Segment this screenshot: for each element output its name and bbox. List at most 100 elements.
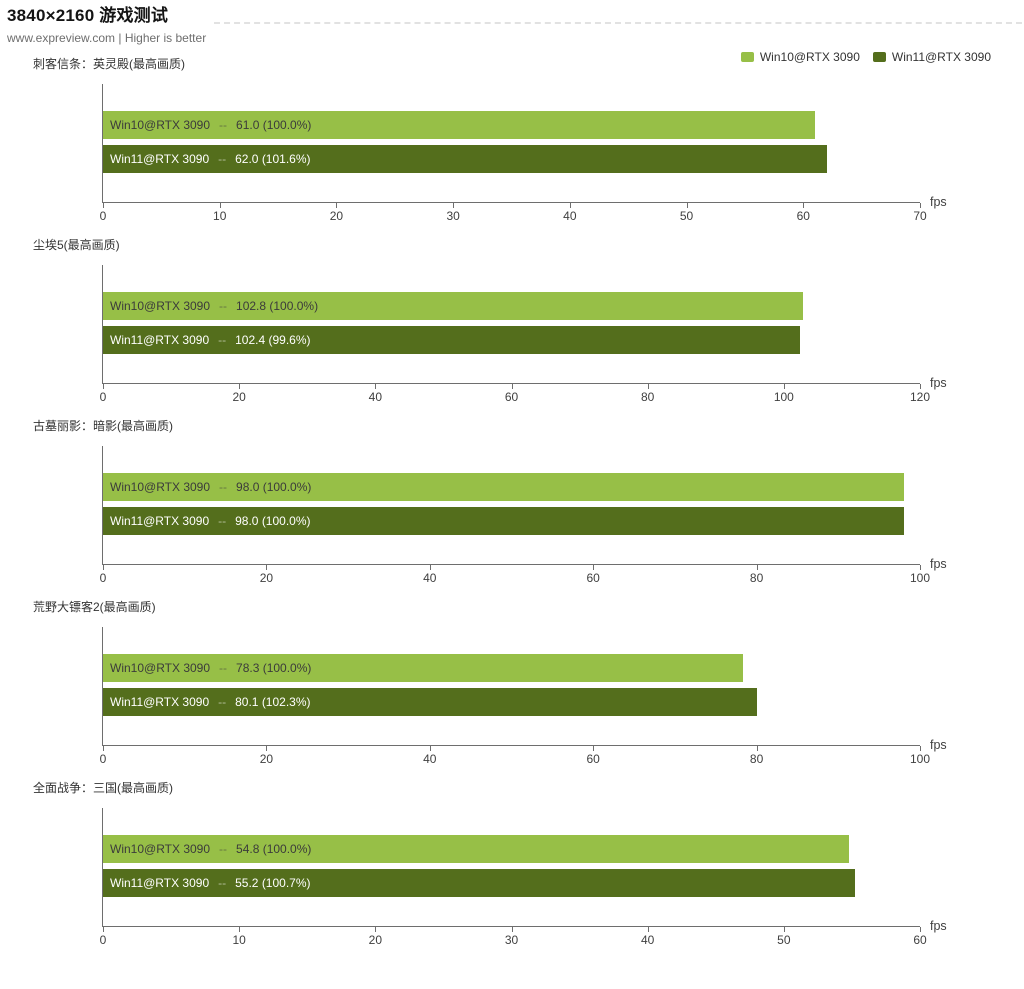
axis-unit-label: fps bbox=[930, 195, 947, 209]
bar-series-name: Win10@RTX 3090 bbox=[110, 842, 211, 856]
axis-tick bbox=[239, 384, 241, 389]
axis-tick bbox=[783, 384, 785, 389]
bar-win11: Win11@RTX 3090 -- 80.1 (102.3%) bbox=[103, 688, 758, 716]
axis-tick bbox=[453, 203, 455, 208]
bar-separator: -- bbox=[218, 514, 227, 528]
legend: Win10@RTX 3090 Win11@RTX 3090 bbox=[740, 50, 991, 64]
axis-tick-label: 100 bbox=[909, 752, 931, 766]
axis-tick bbox=[429, 565, 431, 570]
axis-tick-label: 100 bbox=[909, 571, 931, 585]
bar-separator: -- bbox=[218, 876, 227, 890]
axis-tick-label: 40 bbox=[368, 390, 383, 404]
axis-unit-label: fps bbox=[930, 376, 947, 390]
axis-tick bbox=[511, 384, 513, 389]
axis-tick-label: 60 bbox=[913, 933, 927, 947]
bar-win10: Win10@RTX 3090 -- 61.0 (100.0%) bbox=[103, 111, 815, 139]
axis-tick-label: 120 bbox=[909, 390, 931, 404]
axis-tick-label: 0 bbox=[99, 933, 107, 947]
top-divider bbox=[214, 22, 1022, 24]
plot-area: Win10@RTX 3090 -- 102.8 (100.0%) Win11@RTX … bbox=[100, 265, 947, 404]
chart-1: 刺客信条：英灵殿(最高画质) Win10@RTX 3090 -- 61.0 (100.… bbox=[0, 57, 1024, 238]
legend-swatch-icon bbox=[872, 52, 886, 62]
chart-5: 全面战争：三国(最高画质) Win10@RTX 3090 -- 54.8 (100.0… bbox=[0, 781, 1024, 962]
axis-tick-label: 0 bbox=[99, 571, 107, 585]
axis-tick bbox=[686, 203, 688, 208]
plot-area: Win10@RTX 3090 -- 61.0 (100.0%) Win11@RTX 3… bbox=[100, 84, 947, 223]
axis-tick bbox=[647, 927, 649, 932]
axis-tick-label: 20 bbox=[259, 752, 274, 766]
game-title: 荒野大镖客2(最高画质) bbox=[33, 600, 156, 614]
axis-tick-label: 60 bbox=[796, 209, 810, 223]
bar-series-name: Win10@RTX 3090 bbox=[110, 661, 211, 675]
axis-tick bbox=[920, 927, 921, 932]
bar-series-name: Win11@RTX 3090 bbox=[110, 333, 210, 347]
axis-tick bbox=[375, 927, 377, 932]
axis-tick bbox=[647, 384, 649, 389]
bar-win11: Win11@RTX 3090 -- 102.4 (99.6%) bbox=[103, 326, 801, 354]
axis-tick-label: 20 bbox=[329, 209, 344, 223]
axis-tick-label: 40 bbox=[563, 209, 577, 223]
legend-label: Win11@RTX 3090 bbox=[891, 50, 991, 64]
axis-unit-label: fps bbox=[930, 919, 947, 933]
game-title: 全面战争：三国(最高画质) bbox=[33, 781, 173, 795]
bar-value-label: 102.8 (100.0%) bbox=[236, 299, 319, 313]
bar-separator: -- bbox=[218, 695, 227, 709]
plot-area: Win10@RTX 3090 -- 54.8 (100.0%) Win11@RTX 3… bbox=[100, 808, 947, 947]
bar-series-name: Win10@RTX 3090 bbox=[110, 299, 211, 313]
axis-tick bbox=[920, 746, 921, 751]
axis-unit-label: fps bbox=[930, 557, 947, 571]
bar-win10: Win10@RTX 3090 -- 102.8 (100.0%) bbox=[103, 292, 803, 320]
bar-value-label: 98.0 (100.0%) bbox=[235, 514, 311, 528]
chart-2: 尘埃5(最高画质) Win10@RTX 3090 -- 102.8 (100.0%) W… bbox=[0, 238, 1024, 419]
axis-tick bbox=[920, 565, 921, 570]
axis-tick-label: 30 bbox=[504, 933, 519, 947]
axis-tick-label: 60 bbox=[586, 571, 600, 585]
bar-value-label: 102.4 (99.6%) bbox=[235, 333, 311, 347]
bar-separator: -- bbox=[219, 661, 228, 675]
axis-tick-label: 0 bbox=[99, 209, 107, 223]
axis-tick-label: 100 bbox=[773, 390, 794, 404]
page-subtitle: www.expreview.com | Higher is better bbox=[7, 31, 207, 45]
bar-win11: Win11@RTX 3090 -- 55.2 (100.7%) bbox=[103, 869, 855, 897]
axis-tick-label: 60 bbox=[586, 752, 600, 766]
axis-tick bbox=[756, 746, 758, 751]
axis-tick-label: 70 bbox=[913, 209, 927, 223]
bar-win11: Win11@RTX 3090 -- 98.0 (100.0%) bbox=[103, 507, 904, 535]
axis-tick bbox=[593, 565, 595, 570]
axis-tick-label: 80 bbox=[749, 571, 764, 585]
chart-3: 古墓丽影：暗影(最高画质) Win10@RTX 3090 -- 98.0 (100.0… bbox=[0, 419, 1024, 600]
axis-tick-label: 60 bbox=[504, 390, 519, 404]
game-title: 刺客信条：英灵殿(最高画质) bbox=[33, 57, 185, 71]
bar-series-name: Win11@RTX 3090 bbox=[110, 695, 210, 709]
bar-value-label: 78.3 (100.0%) bbox=[236, 661, 312, 675]
axis-tick bbox=[569, 203, 571, 208]
bar-separator: -- bbox=[219, 842, 228, 856]
axis-tick-label: 20 bbox=[368, 933, 383, 947]
axis-tick bbox=[103, 746, 104, 751]
bar-series-name: Win11@RTX 3090 bbox=[110, 152, 210, 166]
axis-tick-label: 10 bbox=[213, 209, 227, 223]
game-title: 尘埃5(最高画质) bbox=[33, 238, 120, 252]
axis-unit-label: fps bbox=[930, 738, 947, 752]
bar-separator: -- bbox=[219, 480, 228, 494]
plot-area: Win10@RTX 3090 -- 98.0 (100.0%) Win11@RTX 3… bbox=[100, 446, 947, 585]
bar-series-name: Win11@RTX 3090 bbox=[110, 514, 210, 528]
header: 3840×2160 游戏测试 www.expreview.com | Highe… bbox=[0, 6, 1024, 45]
axis-tick-label: 40 bbox=[640, 933, 655, 947]
axis-tick bbox=[375, 384, 377, 389]
axis-tick bbox=[103, 203, 104, 208]
axis-tick-label: 80 bbox=[640, 390, 655, 404]
axis-tick bbox=[239, 927, 241, 932]
legend-swatch-icon bbox=[740, 52, 754, 62]
bar-win10: Win10@RTX 3090 -- 78.3 (100.0%) bbox=[103, 654, 743, 682]
axis-tick-label: 80 bbox=[749, 752, 764, 766]
bar-value-label: 55.2 (100.7%) bbox=[235, 876, 311, 890]
bar-value-label: 98.0 (100.0%) bbox=[236, 480, 312, 494]
axis-tick bbox=[103, 565, 104, 570]
axis-tick bbox=[103, 927, 104, 932]
bar-separator: -- bbox=[219, 118, 228, 132]
axis-tick bbox=[783, 927, 785, 932]
axis-tick-label: 50 bbox=[679, 209, 694, 223]
axis-tick-label: 20 bbox=[259, 571, 274, 585]
